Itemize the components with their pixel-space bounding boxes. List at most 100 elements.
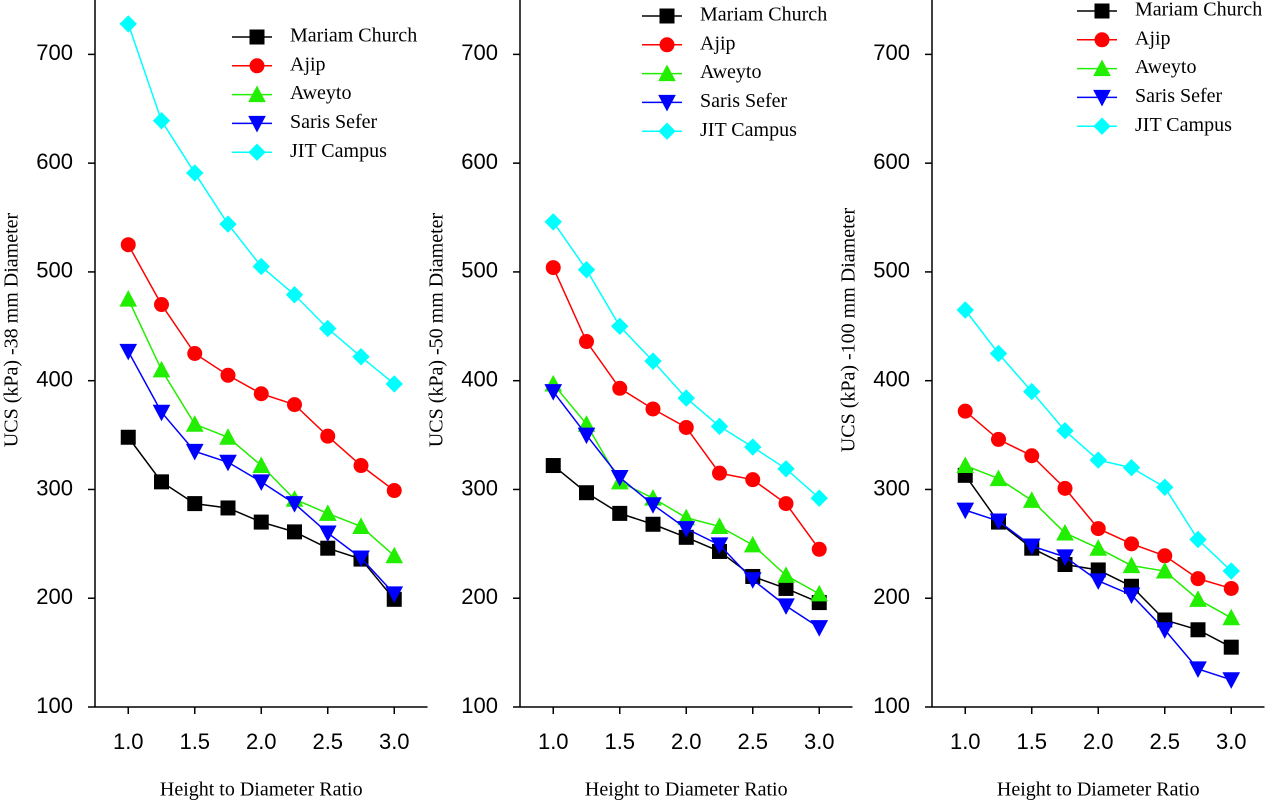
marker [644,352,662,370]
marker [1093,59,1111,77]
marker [318,504,337,521]
marker [385,586,404,603]
marker [577,427,596,445]
y-tick-label: 500 [461,258,498,283]
y-tick-label: 200 [36,584,73,609]
marker [677,521,696,538]
y-tick-label: 400 [873,367,910,392]
marker [219,215,237,233]
marker [1155,622,1174,639]
marker [1089,539,1108,556]
y-axis-label: UCS (kPa) -38 mm Diameter [1,212,23,447]
marker [956,456,975,474]
marker [285,496,304,513]
marker [1122,556,1141,574]
y-tick-label: 400 [461,367,498,392]
marker [744,438,762,456]
legend-label: Saris Sefer [1135,85,1223,107]
marker [745,472,761,488]
marker [219,428,237,445]
series-line [552,221,820,499]
legend-label: Saris Sefer [700,90,788,112]
marker [252,257,270,276]
series-line [964,474,1232,648]
marker [352,550,370,568]
panel: 100 200 300 400 500 600 700 1.0 1.5 2.0 2.5 3.0 Heig… [1,0,428,801]
marker [1057,480,1073,496]
marker [385,546,404,564]
marker [119,343,138,361]
marker [120,429,136,445]
marker [152,360,171,378]
x-axis-label: Height to Diameter Ratio [160,779,363,801]
x-tick-label: 2.5 [312,729,343,754]
y-tick-label: 200 [461,584,498,609]
marker [645,401,661,417]
marker [154,297,169,313]
x-tick-label: 1.0 [113,729,144,754]
x-tick-label: 2.0 [246,729,277,754]
y-tick-label: 600 [873,149,910,174]
marker [1089,451,1107,469]
marker [185,443,204,461]
marker [1022,491,1041,508]
y-tick-label: 600 [461,149,498,174]
legend-label: Mariam Church [290,25,417,47]
marker [120,237,136,253]
series-line [127,23,395,385]
marker [287,397,302,413]
y-tick-label: 300 [873,475,910,500]
marker [119,15,137,33]
y-tick-label: 300 [36,475,73,500]
marker [989,469,1008,487]
y-tick-label: 300 [461,475,498,500]
marker [185,415,204,432]
legend-label: JIT Campus [1135,114,1232,136]
marker [1090,521,1106,537]
marker [1124,536,1139,552]
marker [743,572,762,589]
x-axis-label: Height to Diameter Ratio [585,779,788,801]
x-tick-label: 2.0 [671,729,702,754]
marker [658,94,676,112]
marker [1089,573,1108,590]
y-tick-label: 700 [873,40,910,65]
marker [220,367,236,383]
marker [659,37,675,53]
y-tick-label: 200 [873,584,910,609]
marker [611,317,629,336]
marker [610,469,629,487]
legend-label: Mariam Church [700,4,827,26]
marker [777,460,795,478]
legend-label: Ajip [700,32,736,54]
marker [1024,448,1040,464]
marker [710,537,729,554]
marker [658,64,676,82]
legend-label: Aweyto [290,82,351,104]
marker [579,334,594,350]
marker [1094,32,1110,48]
marker [1155,561,1174,579]
marker [677,389,695,407]
marker [252,474,271,491]
y-tick-label: 700 [36,40,73,65]
marker [1189,661,1207,678]
marker [659,8,675,24]
marker [1022,538,1041,556]
marker [1156,478,1174,496]
y-tick-label: 100 [36,693,73,718]
legend-label: Mariam Church [1135,0,1262,21]
y-tick-label: 700 [461,40,498,65]
marker [544,384,563,401]
marker [1189,590,1207,607]
marker [1122,459,1141,477]
x-tick-label: 1.5 [604,729,635,754]
marker [957,403,973,419]
marker [119,290,138,307]
marker [1222,672,1241,689]
marker [545,260,561,276]
marker [545,458,561,474]
x-tick-label: 2.5 [737,729,768,754]
marker [1223,580,1239,596]
marker [1094,3,1110,19]
